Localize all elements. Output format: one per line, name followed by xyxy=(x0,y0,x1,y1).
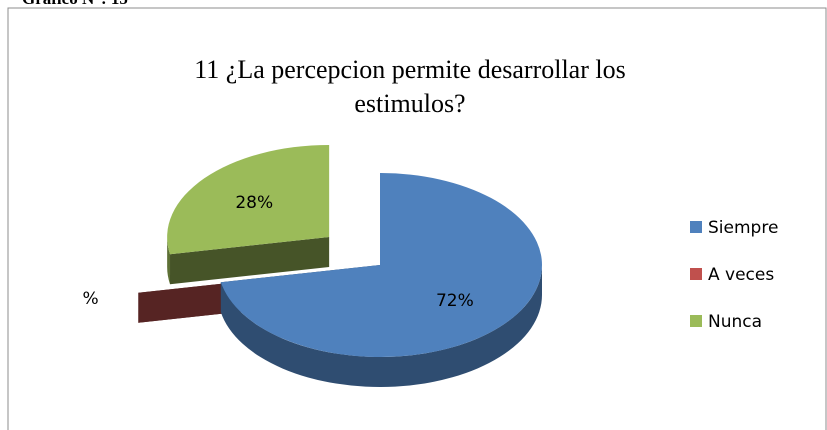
data-label: 28% xyxy=(235,193,273,213)
caption-bg xyxy=(0,0,200,7)
legend-swatch xyxy=(690,221,702,233)
chart-title: 11 ¿La percepcion permite desarrollar lo… xyxy=(194,55,625,84)
slice-wall xyxy=(170,236,330,285)
caption: Gráfico N°: 15 xyxy=(22,0,128,8)
slice-side xyxy=(167,236,171,285)
data-label: % xyxy=(83,289,99,309)
data-label: 72% xyxy=(436,291,474,311)
slice xyxy=(167,144,330,255)
chart-title: estimulos? xyxy=(354,89,465,118)
legend-swatch xyxy=(690,268,702,280)
legend-label: A veces xyxy=(708,265,774,285)
slice xyxy=(220,173,543,358)
legend-label: Nunca xyxy=(708,312,762,332)
legend-label: Siempre xyxy=(708,218,778,238)
slice-side xyxy=(220,265,543,387)
legend-swatch xyxy=(690,315,702,327)
